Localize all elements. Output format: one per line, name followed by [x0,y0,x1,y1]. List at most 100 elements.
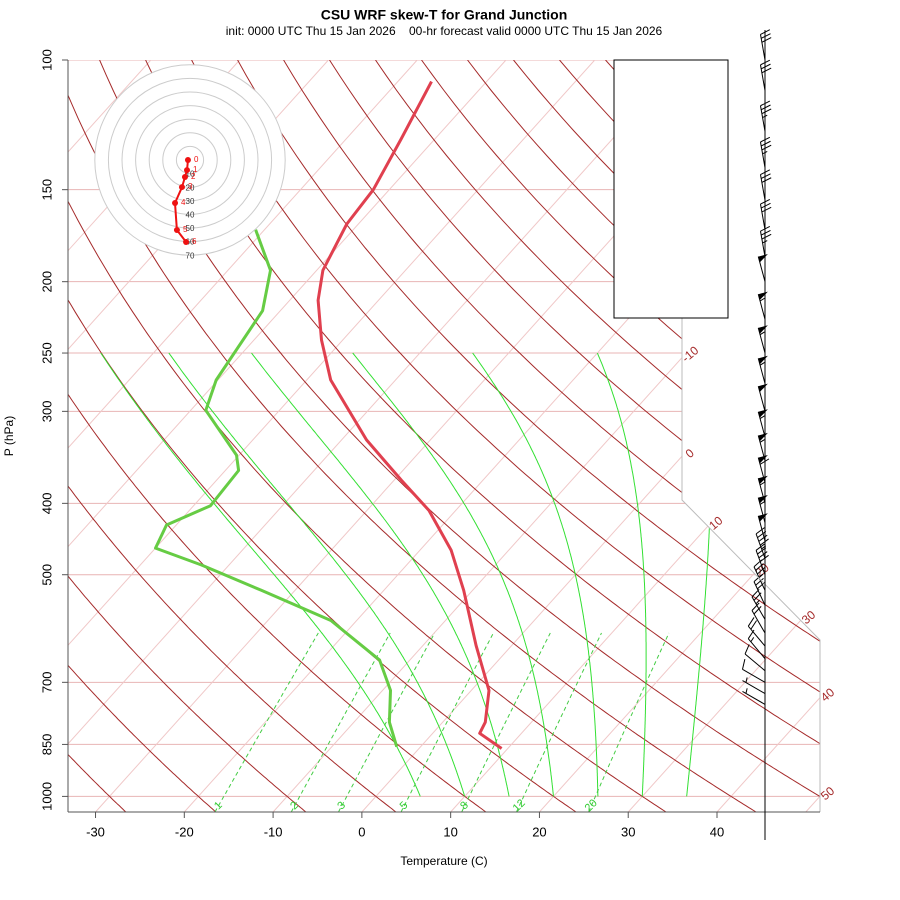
dry-adiabat [68,60,307,812]
barb-full [757,531,767,539]
wind-barb [742,688,766,705]
barb-full [758,534,768,542]
barb-full [747,617,755,627]
wind-barb [757,291,768,320]
barb-full [761,37,772,43]
barb-staff [759,231,766,257]
hodograph-height-label: 6 [192,237,197,246]
hodograph-ring-label: 70 [186,251,195,260]
x-tick-label: -20 [175,824,194,839]
barb-half [759,297,765,302]
mixing-ratio-label: 5 [398,799,411,812]
hodograph-ring [135,105,245,215]
hodograph-point [183,239,190,246]
barb-full [750,620,758,630]
barb-full [753,574,763,583]
barb-staff [759,174,766,201]
y-tick-label: 250 [39,342,54,364]
dry-adiabat [68,60,667,812]
wind-barb [757,409,768,438]
hodograph-ring-label: 40 [186,211,195,220]
hodograph-ring [148,118,232,202]
mixing-ratio-line [588,632,670,812]
isotherm-label: 40 [818,685,837,705]
dry-adiabat [68,60,217,812]
x-tick-label: -10 [264,824,283,839]
barb-full [761,206,772,213]
hodograph-ring [121,91,259,229]
y-tick-label: 500 [39,564,54,586]
hodograph-ring-label: 20 [186,183,195,192]
hodograph-ring [107,77,273,243]
wind-barb [759,136,772,168]
moist-adiabat [168,352,466,797]
barb-flag [758,383,768,392]
hodograph-height-label: 4 [181,198,186,207]
barb-staff [751,596,766,620]
barb-full [753,559,763,568]
isotherm [68,60,596,812]
barb-full [751,588,760,598]
hodograph-ring [162,132,218,188]
dry-adiabat [329,60,820,812]
barb-full [760,229,771,236]
barb-half [759,415,765,420]
y-axis-label: P (hPa) [2,416,16,456]
barb-full [761,177,772,183]
wind-barb [759,169,772,201]
barb-full [755,527,765,535]
barb-full [759,538,769,546]
barb-half [759,362,765,366]
barb-staff [759,105,766,132]
moist-adiabat [100,352,421,797]
x-tick-label: 20 [532,824,546,839]
barb-half [750,637,755,643]
wind-barb [757,254,768,282]
y-tick-label: 150 [39,179,54,201]
wind-barb [759,226,772,257]
barb-full [760,33,771,39]
dry-adiabat [68,60,487,812]
wind-barb [741,659,766,683]
wind-barb [759,59,772,91]
barb-full [760,140,771,147]
hodograph-point [178,184,185,191]
barb-staff [742,680,766,694]
mixing-ratio-label: 3 [335,799,348,812]
chart-subtitle: init: 0000 UTC Thu 15 Jan 2026 00-hr for… [226,24,663,38]
dry-adiabat [68,60,397,812]
y-tick-label: 850 [39,734,54,756]
dry-adiabat [145,60,820,812]
info-box [613,59,729,319]
barb-full [741,659,746,670]
wind-barb [757,325,768,354]
profile-line [316,80,503,750]
barb-staff [747,638,766,659]
y-tick-label: 200 [39,271,54,293]
moist-adiabat [251,352,510,797]
dry-adiabat [68,60,127,812]
x-tick-label: -30 [86,824,105,839]
dry-adiabat [99,60,820,812]
wind-barb [742,677,766,694]
barb-half [759,439,765,443]
barb-half [745,688,748,694]
isotherm-label: 0 [683,446,697,461]
barb-staff [759,64,766,91]
hodograph-point [184,157,191,163]
hodograph-point [173,227,180,234]
hodograph-ring-label: 60 [186,238,195,247]
barb-full [753,606,762,615]
y-tick-label: 1000 [39,782,54,811]
mixing-ratio-line [214,632,319,812]
hodograph-height-label: 5 [183,225,188,234]
wind-barb [744,644,766,672]
barb-full [751,602,760,611]
wind-barb [751,588,766,620]
mixing-ratio-line [290,632,391,812]
barb-full [753,592,762,601]
barb-half [759,481,765,486]
wind-barb [751,602,766,634]
wind-barb [753,559,766,591]
